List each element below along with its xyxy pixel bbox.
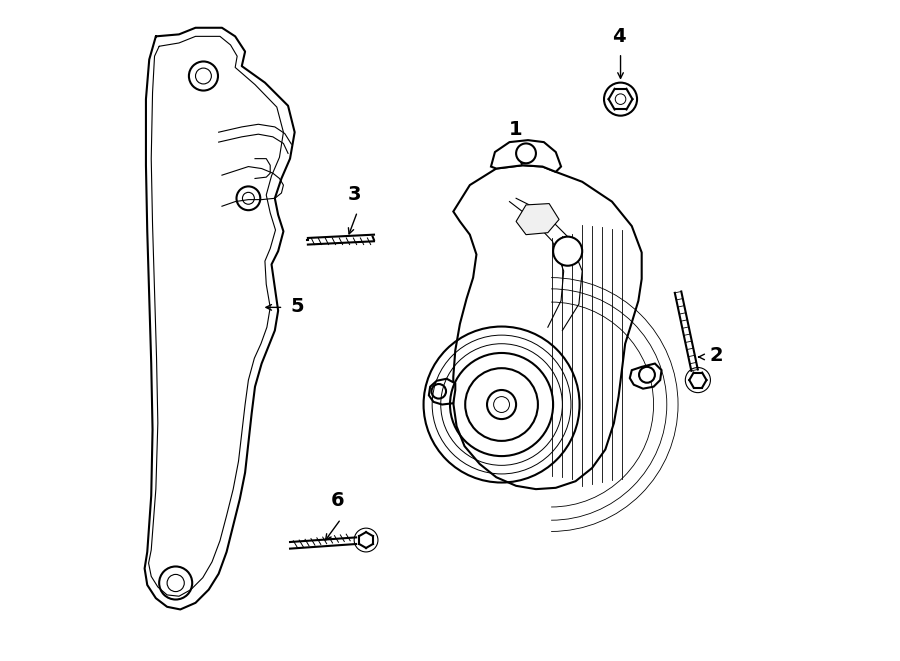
Text: 6: 6	[331, 491, 345, 510]
Polygon shape	[491, 140, 561, 172]
Polygon shape	[630, 364, 662, 389]
Circle shape	[431, 384, 446, 399]
Circle shape	[487, 390, 516, 419]
Text: 4: 4	[612, 27, 625, 46]
Polygon shape	[428, 379, 455, 405]
Text: 2: 2	[709, 346, 723, 365]
Circle shape	[554, 237, 582, 266]
Circle shape	[465, 368, 538, 441]
Polygon shape	[454, 165, 642, 489]
Circle shape	[639, 367, 655, 383]
Text: 1: 1	[509, 120, 523, 139]
Text: 5: 5	[290, 297, 303, 315]
Circle shape	[516, 143, 536, 163]
Polygon shape	[516, 204, 559, 235]
Text: 3: 3	[347, 184, 361, 204]
